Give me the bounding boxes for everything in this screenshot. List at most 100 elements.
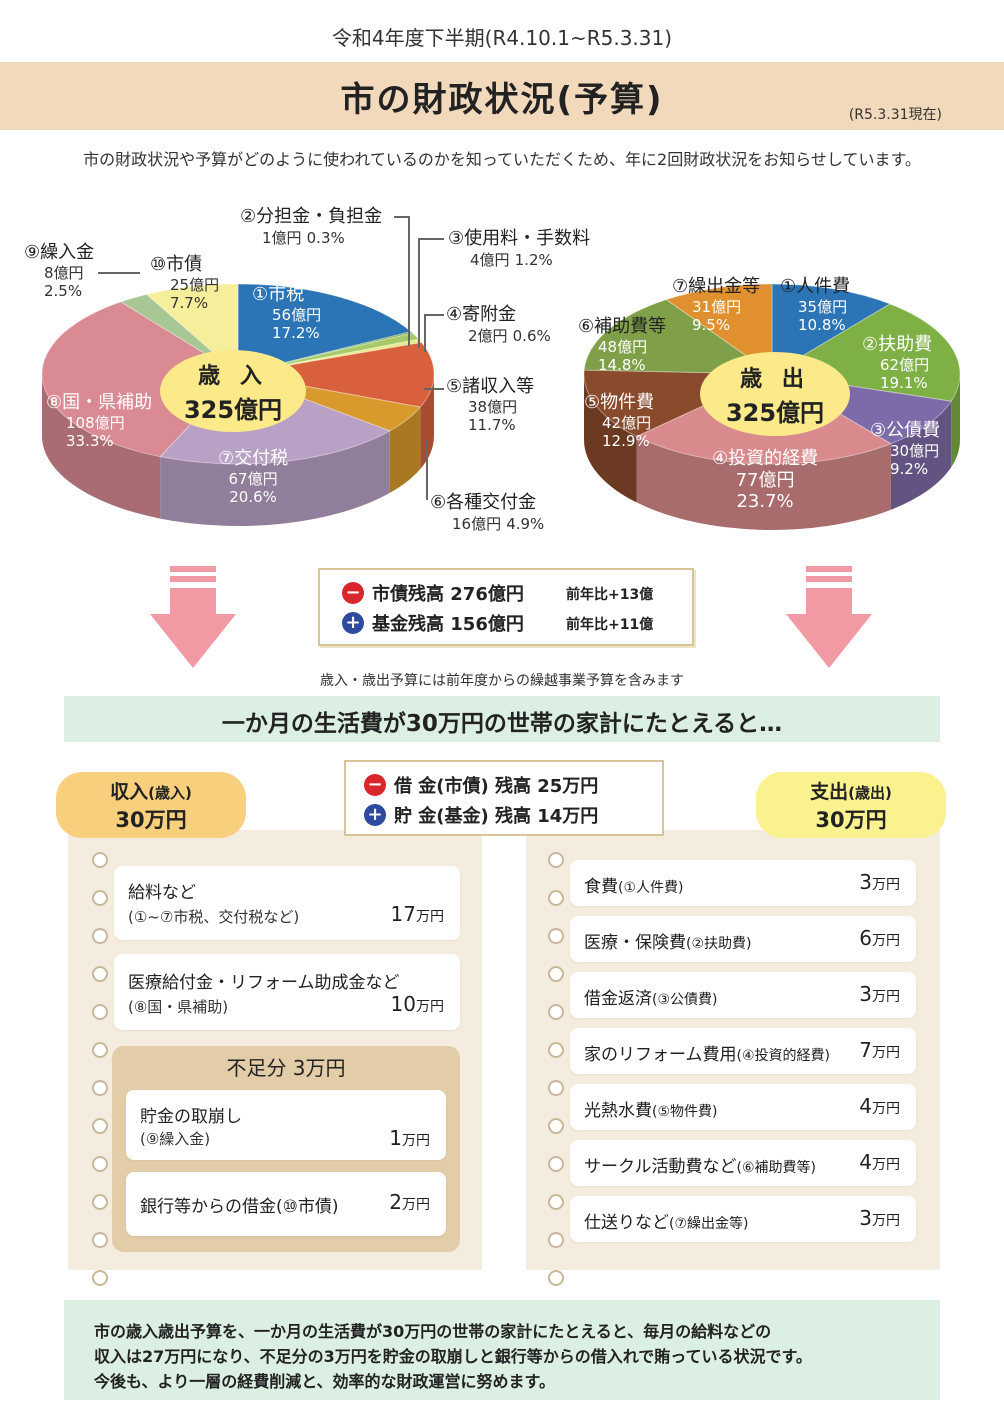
shortfall-item-name: 貯金の取崩し	[140, 1107, 242, 1127]
revenue-label-pct: 33.3%	[66, 431, 114, 450]
expense-item: サークル活動費など(⑥補助費等) 4万円	[570, 1140, 916, 1186]
expense-label-amount: 62億円	[880, 355, 930, 374]
expense-label-pct: 23.7%	[736, 491, 794, 513]
revenue-label-name: ⑧国・県補助	[46, 392, 153, 413]
expense-label-pct: 9.2%	[890, 459, 929, 478]
household-debt-row: − 借 金(市債) 残高 25万円	[364, 770, 598, 800]
income-item-name: 医療給付金・リフォーム助成金など	[128, 973, 400, 993]
expense-item-unit: 万円	[872, 1045, 900, 1061]
revenue-label-name: ⑦交付税	[218, 448, 289, 469]
expense-item-unit: 万円	[872, 933, 900, 949]
expense-item-note: (③公債費)	[652, 992, 718, 1008]
revenue-center-total: 325億円	[183, 395, 283, 424]
fund-balance-row: + 基金残高 156億円	[342, 608, 524, 638]
expense-item-unit: 万円	[872, 1101, 900, 1117]
expense-label-name: ⑦繰出金等	[672, 276, 761, 297]
revenue-label-amount: 56億円	[272, 305, 322, 324]
revenue-label-pct: 11.7%	[468, 415, 516, 434]
revenue-label-amount: 2億円	[468, 326, 508, 345]
expense-label-amount: 35億円	[798, 297, 848, 316]
leader-line	[424, 314, 444, 316]
plus-icon: +	[342, 612, 364, 634]
expense-item-label: 光熱水費	[584, 1101, 652, 1121]
expense-item-amount: 7	[859, 1038, 872, 1062]
revenue-label-name: ③使用料・手数料	[448, 228, 591, 249]
leader-line	[408, 216, 410, 346]
leader-line	[418, 238, 420, 348]
expense-label-name: ⑤物件費	[584, 392, 655, 413]
expense-item: 医療・保険費(②扶助費) 6万円	[570, 916, 916, 962]
leader-line	[426, 440, 428, 500]
expense-item-amount: 3	[859, 870, 872, 894]
expense-item-label: 借金返済	[584, 989, 652, 1009]
expense-label-amount: 31億円	[692, 297, 742, 316]
revenue-center-label: 歳 入 325億円	[160, 350, 306, 432]
shortfall-item-name: 銀行等からの借金(⑩市債)	[140, 1197, 339, 1217]
minus-icon: −	[342, 582, 364, 604]
shortfall-item-unit: 万円	[402, 1133, 430, 1149]
balance-box: − 市債残高 276億円 前年比+13億 + 基金残高 156億円 前年比+11…	[318, 568, 694, 646]
revenue-label-name: ⑥各種交付金	[430, 492, 537, 513]
carryover-note: 歳入・歳出予算には前年度からの繰越事業予算を含みます	[320, 673, 684, 689]
household-savings-label: 貯 金(基金) 残高 14万円	[394, 806, 599, 827]
expense-label-pct: 14.8%	[598, 355, 646, 374]
revenue-label-amount: 108億円	[66, 413, 125, 432]
down-arrow-icon	[786, 566, 872, 668]
expense-item-name: 家のリフォーム費用(④投資的経費)	[584, 1040, 830, 1065]
expense-label-amount: 30億円	[890, 441, 940, 460]
revenue-label-pct: 1.2%	[514, 250, 553, 269]
revenue-label-name: ⑩市債	[150, 254, 203, 275]
leader-line	[424, 388, 444, 390]
expense-center-label: 歳 出 325億円	[700, 352, 850, 436]
expense-item-unit: 万円	[872, 989, 900, 1005]
expense-item-amount: 6	[859, 926, 872, 950]
income-item-sub: (⑧国・県補助)	[128, 998, 229, 1016]
revenue-label-pct: 0.3%	[306, 228, 345, 247]
expense-center-total: 325億円	[725, 398, 825, 427]
expense-item: 家のリフォーム費用(④投資的経費) 7万円	[570, 1028, 916, 1074]
shortfall-title: 不足分 3万円	[226, 1056, 346, 1080]
leader-line	[98, 272, 140, 274]
expense-item: 食費(①人件費) 3万円	[570, 860, 916, 906]
leader-line	[394, 216, 410, 218]
as-of-date: (R5.3.31現在)	[848, 107, 942, 123]
revenue-center-title: 歳 入	[198, 363, 268, 389]
analogy-banner-bg	[64, 696, 940, 742]
expense-item-label: 家のリフォーム費用	[584, 1045, 737, 1065]
income-item-amount: 10	[390, 992, 416, 1016]
expense-label-bukkenhi: ⑤物件費 42億円 12.9%	[584, 392, 654, 450]
household-savings-row: + 貯 金(基金) 残高 14万円	[364, 800, 598, 830]
revenue-label-pct: 20.6%	[229, 487, 277, 506]
expense-item-unit: 万円	[872, 877, 900, 893]
expense-item: 仕送りなど(⑦繰出金等) 3万円	[570, 1196, 916, 1242]
expense-label-jinkenhi: ①人件費 35億円 10.8%	[780, 276, 850, 334]
plus-icon: +	[364, 804, 386, 826]
expense-item-unit: 万円	[872, 1213, 900, 1229]
expense-label-name: ①人件費	[780, 276, 851, 297]
expense-item-name: 借金返済(③公債費)	[584, 984, 717, 1009]
bond-balance-row: − 市債残高 276億円	[342, 578, 524, 608]
expense-label-pct: 9.5%	[692, 315, 731, 334]
expense-item-label: サークル活動費など	[584, 1157, 737, 1177]
revenue-label-name: ⑤諸収入等	[446, 376, 535, 397]
income-pill-subtitle: (歳入)	[148, 783, 192, 802]
expense-item-note: (⑤物件費)	[652, 1104, 718, 1120]
analogy-banner-text: 一か月の生活費が30万円の世帯の家計にたとえると…	[221, 711, 783, 737]
revenue-label-name: ②分担金・負担金	[240, 206, 383, 227]
revenue-label-shisai: ⑩市債 25億円 7.7%	[150, 254, 219, 312]
pie-slice	[771, 283, 892, 375]
shortfall-item-amount: 1	[389, 1126, 402, 1150]
revenue-label-kofukin: ⑥各種交付金 16億円 4.9%	[430, 492, 544, 533]
income-item-sub: (①~⑦市税、交付税など)	[128, 908, 300, 926]
income-pill: 収入(歳入) 30万円	[56, 772, 246, 838]
notebook-rings	[92, 852, 108, 1308]
summary-line-3: 今後も、より一層の経費削減と、効率的な財政運営に努めます。	[94, 1372, 555, 1391]
revenue-label-amount: 16億円	[452, 514, 502, 533]
income-item: 給料など (①~⑦市税、交付税など) 17万円	[114, 866, 460, 940]
expense-label-kurishutsukin: ⑦繰出金等 31億円 9.5%	[672, 276, 760, 334]
expense-label-pct: 19.1%	[880, 373, 928, 392]
expense-item-note: (⑥補助費等)	[736, 1160, 816, 1176]
revenue-label-pct: 4.9%	[506, 514, 545, 533]
expense-pill-amount: 30万円	[815, 807, 887, 832]
shortfall-item-amount: 2	[389, 1190, 402, 1214]
